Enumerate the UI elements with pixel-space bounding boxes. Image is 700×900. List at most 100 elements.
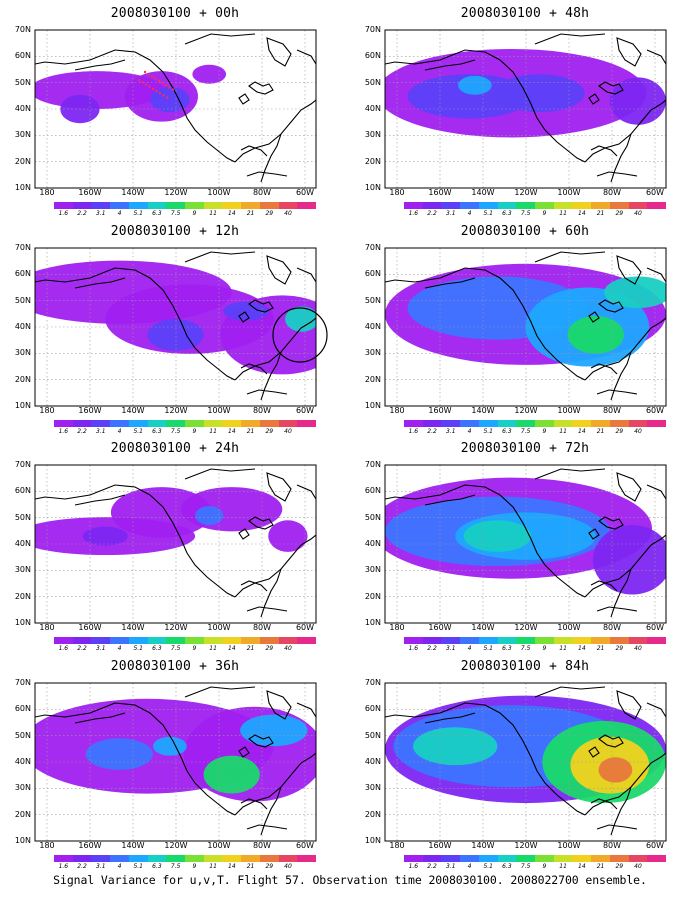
- map-plot: [34, 247, 328, 407]
- lat-tick-label: 30N: [364, 783, 381, 793]
- colorbar-label: 11: [209, 210, 217, 217]
- lat-tick-label: 20N: [14, 156, 31, 166]
- colorbar-swatch: [147, 420, 167, 427]
- lon-tick-label: 140W: [121, 188, 145, 197]
- colorbar-label: 6.3: [152, 863, 162, 870]
- lat-tick-label: 10N: [364, 836, 381, 845]
- colorbar-swatch: [241, 855, 260, 862]
- lon-tick-label: 140W: [121, 623, 145, 632]
- colorbar-swatch: [441, 202, 461, 209]
- colorbar-swatch: [572, 855, 592, 862]
- colorbar-swatch: [147, 637, 167, 644]
- colorbar-label: 1.6: [58, 863, 69, 870]
- colorbar-label: 1.6: [408, 863, 419, 870]
- lat-tick-label: 10N: [364, 618, 381, 627]
- colorbar-swatch: [609, 855, 629, 862]
- lat-tick-label: 70N: [364, 243, 381, 252]
- colorbar-swatch: [441, 420, 461, 427]
- colorbar-swatch: [478, 855, 498, 862]
- colorbar-label: 4: [467, 428, 472, 435]
- colorbar-label: 1.6: [58, 428, 69, 435]
- colorbar-label: 9: [192, 645, 197, 652]
- colorbar-label: 14: [228, 210, 236, 217]
- colorbar-swatch: [422, 855, 442, 862]
- colorbar-label: 29: [265, 645, 274, 652]
- variance-contour: [223, 301, 269, 321]
- lon-tick-label: 60W: [295, 623, 315, 632]
- lon-tick-label: 80W: [252, 623, 272, 632]
- lon-tick-label: 160W: [78, 841, 102, 850]
- colorbar-swatch: [441, 855, 461, 862]
- colorbar-swatch: [185, 420, 204, 427]
- colorbar-label: 7.5: [170, 863, 181, 870]
- highlight-circle: [272, 307, 328, 363]
- signal-variance-field: [35, 487, 308, 556]
- colorbar-swatch: [441, 637, 461, 644]
- gridlines: [385, 683, 666, 841]
- colorbar-label: 3.1: [96, 645, 106, 652]
- lon-tick-label: 60W: [645, 188, 665, 197]
- colorbar-swatch: [72, 637, 92, 644]
- colorbar-label: 9: [542, 210, 547, 217]
- colorbar-label: 2.2: [427, 863, 437, 870]
- colorbar-label: 29: [615, 428, 624, 435]
- colorbar-swatch: [628, 855, 648, 862]
- colorbar-label: 2.2: [77, 210, 87, 217]
- lat-tick-label: 50N: [364, 730, 381, 740]
- colorbar-label: 14: [578, 210, 586, 217]
- colorbar-label: 11: [209, 863, 217, 870]
- map-plot: [34, 682, 317, 842]
- lon-tick-label: 120W: [164, 188, 188, 197]
- lon-tick-label: 120W: [514, 623, 538, 632]
- lat-tick-label: 10N: [364, 183, 381, 192]
- colorbar-swatch: [54, 202, 73, 209]
- colorbar-swatch: [497, 637, 517, 644]
- colorbar: [404, 202, 667, 209]
- colorbar-swatch: [404, 855, 423, 862]
- colorbar-swatch: [460, 202, 479, 209]
- lat-tick-label: 50N: [364, 512, 381, 522]
- map-panel-p24: 2008030100 + 24h 70N 60N 50N 40N 30N 20N 10N 180…: [0, 435, 350, 653]
- colorbar-swatch: [91, 420, 111, 427]
- colorbar-labels: 1.6 2.2 3.1 4 5.1 6.3 7.5 9 11 14 21 29 40: [54, 210, 316, 218]
- lat-tick-label: 60N: [14, 486, 31, 496]
- colorbar-label: 6.3: [502, 863, 512, 870]
- colorbar-swatch: [128, 637, 148, 644]
- colorbar-swatch: [628, 202, 648, 209]
- colorbar-swatch: [647, 202, 667, 209]
- flight-track-markers: [137, 70, 175, 99]
- variance-contour: [494, 74, 585, 113]
- colorbar-swatch: [422, 637, 442, 644]
- coastlines: [385, 468, 666, 618]
- colorbar-swatch: [166, 855, 186, 862]
- colorbar-swatch: [222, 637, 242, 644]
- lat-tick-label: 70N: [14, 678, 31, 687]
- lat-tick-label: 60N: [364, 269, 381, 279]
- colorbar-label: 3.1: [96, 428, 106, 435]
- colorbar-swatch: [54, 855, 73, 862]
- colorbar-swatch: [128, 202, 148, 209]
- colorbar-label: 6.3: [152, 210, 162, 217]
- colorbar-swatch: [591, 637, 610, 644]
- map-plot: [34, 29, 317, 189]
- colorbar: [404, 420, 667, 427]
- colorbar-label: 3.1: [446, 863, 456, 870]
- colorbar-swatch: [460, 637, 479, 644]
- colorbar-label: 29: [615, 645, 624, 652]
- map-panel-p60: 2008030100 + 60h 70N 60N 50N 40N 30N 20N 10N 180…: [350, 218, 700, 436]
- variance-contour: [153, 736, 187, 756]
- colorbar-swatch: [422, 202, 442, 209]
- colorbar-swatch: [591, 855, 610, 862]
- lon-tick-label: 180: [39, 188, 55, 197]
- colorbar-label: 6.3: [502, 210, 512, 217]
- colorbar-label: 14: [578, 645, 586, 652]
- colorbar-label: 14: [228, 863, 236, 870]
- lon-tick-label: 160W: [78, 406, 102, 415]
- colorbar-swatch: [297, 420, 317, 427]
- colorbar-label: 29: [615, 863, 624, 870]
- colorbar-label: 40: [284, 210, 292, 217]
- colorbar-label: 5.1: [483, 863, 493, 870]
- colorbar-swatch: [535, 420, 554, 427]
- colorbar-label: 21: [246, 210, 255, 217]
- colorbar-label: 9: [542, 863, 547, 870]
